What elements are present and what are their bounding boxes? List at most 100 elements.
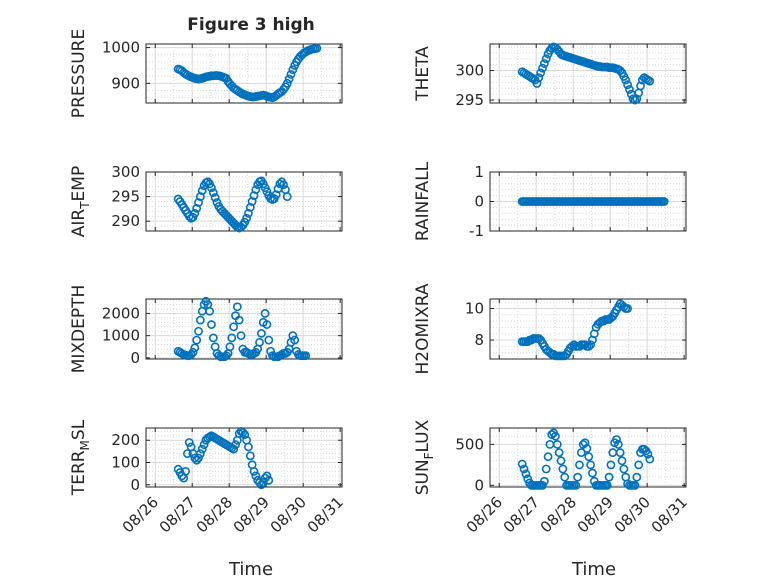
data-point [659, 197, 669, 206]
data-point [242, 213, 251, 223]
data-point [619, 464, 629, 474]
data-point [249, 191, 259, 200]
data-point [275, 179, 285, 189]
data-point [247, 197, 257, 206]
axes-box [145, 298, 343, 360]
x-axis-label-right: Time [571, 559, 616, 580]
data-point [188, 347, 198, 357]
data-point [251, 185, 261, 195]
data-point [205, 306, 215, 316]
data-point [552, 439, 562, 449]
data-point [636, 81, 645, 91]
data-point [181, 467, 190, 476]
data-point [234, 315, 244, 325]
data-point [532, 79, 542, 88]
data-point [221, 351, 231, 361]
axes-box [489, 298, 687, 360]
data-point [625, 85, 634, 94]
data-point [192, 455, 202, 465]
series-markers [173, 176, 292, 233]
data-point [613, 439, 623, 449]
panel-rainfall: -1 0 1 RAINFALL [413, 161, 687, 241]
data-point [630, 480, 640, 490]
data-point [586, 460, 595, 470]
data-point [279, 180, 288, 190]
panel-theta: 295 300 THETA [413, 42, 687, 109]
data-point [195, 315, 205, 325]
axes-box [489, 427, 687, 488]
data-point [582, 444, 592, 453]
data-point [539, 476, 549, 486]
data-point [192, 203, 202, 213]
data-point [232, 302, 242, 312]
x-tick-label: 08/27 [156, 493, 199, 536]
data-point [282, 192, 292, 201]
data-point [195, 192, 205, 201]
data-point [588, 468, 597, 478]
x-tick-label: 08/30 [267, 493, 310, 536]
y-tick-label: 300 [455, 62, 484, 80]
data-point [284, 74, 294, 84]
series-markers [173, 43, 322, 103]
data-point [207, 183, 216, 193]
panel-h2omixra: 8 10 H2OMIXRA [413, 283, 687, 375]
x-tick-label: 08/29 [230, 493, 273, 536]
y-tick-label: 300 [111, 163, 140, 181]
series-markers [517, 197, 669, 206]
y-tick-label: 295 [111, 188, 140, 206]
data-point [255, 478, 264, 487]
panel-pressure: 900 1000 PRESSURE [69, 29, 343, 118]
data-point [621, 75, 631, 85]
data-point [301, 351, 311, 361]
data-point [571, 480, 581, 490]
y-axis-label: THETA [413, 46, 433, 102]
data-point [231, 440, 240, 450]
grid [490, 44, 686, 103]
series-markers [173, 426, 274, 490]
data-point [623, 304, 632, 313]
data-point [645, 454, 655, 464]
y-tick-label: 1 [474, 163, 484, 181]
data-point [195, 449, 205, 459]
axes-box [145, 171, 343, 232]
data-point [255, 337, 264, 347]
data-point [586, 340, 595, 350]
x-tick-label: 08/31 [648, 493, 691, 536]
data-point [229, 322, 239, 332]
y-tick-label: 295 [455, 91, 484, 109]
series-markers [517, 299, 632, 361]
y-tick-label: 500 [455, 435, 484, 453]
data-point [199, 440, 209, 450]
y-tick-label: 2000 [102, 304, 140, 322]
series-markers [517, 428, 655, 490]
data-point [245, 202, 255, 212]
y-tick-label: 0 [474, 476, 484, 494]
data-point [290, 335, 300, 345]
data-point [643, 449, 653, 459]
data-point [538, 63, 547, 73]
data-point [575, 460, 584, 470]
data-point [632, 94, 642, 104]
data-point [584, 452, 594, 462]
data-point [194, 198, 203, 207]
grid [146, 428, 342, 487]
data-point [260, 309, 270, 318]
figure-title: Figure 3 high [187, 15, 315, 35]
data-point [190, 208, 200, 218]
data-point [190, 343, 200, 353]
y-tick-label: 1000 [102, 327, 140, 345]
series-markers [173, 296, 311, 362]
y-axis-label: PRESSURE [69, 29, 89, 118]
data-point [602, 480, 612, 490]
data-point [192, 335, 202, 345]
data-point [256, 480, 266, 490]
x-tick-label: 08/27 [500, 493, 543, 536]
y-tick-label: 0 [130, 349, 140, 367]
y-axis-label: MIXDEPTH [69, 285, 89, 374]
y-tick-label: 0 [474, 193, 484, 211]
data-point [612, 435, 621, 444]
data-point [208, 333, 218, 343]
x-tick-label: 08/29 [574, 493, 617, 536]
y-tick-label: 10 [465, 299, 484, 317]
